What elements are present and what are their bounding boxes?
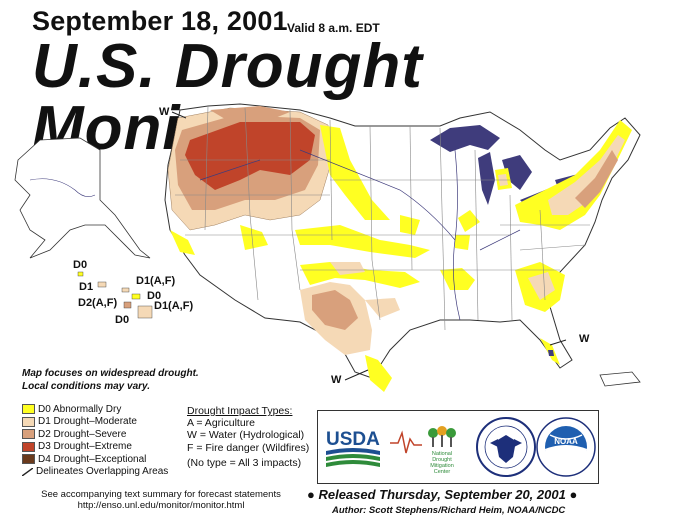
impact-type-a: A = Agriculture: [187, 417, 255, 430]
hawaii-islands: [77, 271, 153, 319]
accompany-url: http://enso.unl.edu/monitor/monitor.html: [77, 500, 245, 511]
hawaii-label-d0-bottom: D0: [115, 314, 130, 326]
accompany-line-1: See accompanying text summary for foreca…: [41, 489, 281, 500]
drought-legend: D0 Abnormally Dry D1 Drought–Moderate D2…: [22, 403, 168, 478]
legend-swatch-d4: [22, 454, 35, 465]
legend-swatch-d3: [22, 441, 35, 452]
legend-label-d2: D2 Drought–Severe: [38, 428, 127, 440]
impact-label-w-southwest: W: [331, 374, 342, 386]
hawaii-label-d1: D1: [79, 281, 94, 293]
ndmc-logo: National Drought Mitigation Center: [390, 426, 456, 475]
legend-label-d0: D0 Abnormally Dry: [38, 403, 122, 415]
impact-type-f: F = Fire danger (Wildfires): [187, 441, 310, 454]
drought-d3-west: [185, 122, 315, 190]
release-statement: ● Released Thursday, September 20, 2001 …: [307, 487, 577, 502]
legend-swatch-d0: [22, 404, 35, 415]
usda-logo: USDA: [326, 429, 380, 467]
ndmc-logo-text-3: Mitigation: [430, 463, 454, 469]
legend-item-d3: D3 Drought–Extreme: [22, 441, 168, 454]
drought-d2-northeast: [575, 150, 618, 208]
hawaii-label-d1af: D1(A,F): [136, 275, 176, 287]
note-line-2: Local conditions may vary.: [22, 381, 151, 392]
logos-graphic: USDA National Drought Mitigation Center: [326, 417, 596, 477]
accompany-note: See accompanying text summary for foreca…: [26, 489, 296, 511]
legend-label-overlap: Delineates Overlapping Areas: [36, 466, 169, 478]
note-line-1: Map focuses on widespread drought.: [22, 368, 199, 379]
lake-michigan: [478, 152, 495, 205]
hawaii-label-d2af: D2(A,F): [78, 297, 118, 309]
legend-swatch-d2: [22, 429, 35, 440]
alaska-river: [29, 178, 96, 197]
legend-label-d4: D4 Drought–Exceptional: [38, 453, 147, 465]
drought-d0-great-lakes: [458, 210, 480, 232]
drought-d1-oklahoma: [330, 262, 365, 275]
noaa-logo-text: NOAA: [554, 437, 578, 446]
drought-d0-mississippi: [440, 268, 475, 290]
overlap-line-icon: [22, 467, 33, 476]
legend-label-d1: D1 Drought–Moderate: [38, 416, 137, 428]
drought-d2-southwest: [312, 290, 358, 330]
ndmc-logo-text-4: Center: [434, 469, 451, 475]
impact-type-none: (No type = All 3 impacts): [187, 456, 302, 469]
usda-logo-text: USDA: [326, 429, 380, 450]
lake-superior: [430, 125, 500, 152]
drought-d0-texas-coast: [365, 355, 392, 392]
drought-d0-southwest: [240, 225, 268, 250]
drought-d1-northeast: [548, 135, 625, 215]
valid-time: Valid 8 a.m. EDT: [287, 21, 380, 35]
alaska-shape: [14, 137, 151, 259]
legend-item-d4: D4 Drought–Exceptional: [22, 453, 168, 466]
legend-item-d1: D1 Drought–Moderate: [22, 416, 168, 429]
legend-item-d0: D0 Abnormally Dry: [22, 403, 168, 416]
author-credit: Author: Scott Stephens/Richard Heim, NOA…: [332, 505, 566, 516]
impact-label-w-southeast: W: [579, 333, 590, 345]
bullet-icon: ●: [307, 487, 319, 502]
drought-d0-kansas: [400, 215, 420, 235]
hawaii-label-d0-top: D0: [73, 259, 88, 271]
drought-d0-west-coast: [170, 230, 195, 255]
lake-okeechobee: [548, 350, 554, 356]
bullet-icon: ●: [565, 487, 578, 502]
impact-types-title: Drought Impact Types:: [187, 405, 293, 417]
drought-d1-south-central: [365, 298, 400, 318]
drought-d0-central: [295, 225, 430, 258]
overlap-lines: [171, 111, 567, 381]
state-lines: [175, 105, 590, 331]
legend-item-d2: D2 Drought–Severe: [22, 428, 168, 441]
drought-d1-southeast: [528, 272, 555, 300]
puerto-rico-shape: [599, 371, 641, 387]
hawaii-label-d0-mid: D0: [147, 290, 162, 302]
agency-logos: USDA National Drought Mitigation Center: [317, 410, 599, 484]
drought-d0-midwest-2: [455, 235, 470, 250]
impact-label-w-northwest: W: [159, 106, 170, 118]
hawaii-label-d1af-2: D1(A,F): [154, 300, 194, 312]
noaa-logo: NOAA: [536, 417, 596, 477]
drought-d1-northwest: [210, 106, 290, 122]
drought-d0-northern-plains: [320, 125, 390, 220]
drought-d0-northeast: [515, 120, 632, 230]
impact-types: Drought Impact Types: A = Agriculture W …: [187, 405, 309, 469]
legend-label-d3: D3 Drought–Extreme: [38, 441, 132, 453]
drought-d0-texas-band: [300, 262, 420, 288]
map-note: Map focuses on widespread drought. Local…: [22, 367, 199, 393]
map-date: September 18, 2001: [32, 6, 288, 36]
legend-swatch-d1: [22, 416, 35, 427]
commerce-seal-logo: [476, 417, 536, 477]
impact-type-w: W = Water (Hydrological): [187, 429, 305, 442]
legend-item-overlap: Delineates Overlapping Areas: [22, 466, 168, 479]
ndmc-logo-text-2: Drought: [432, 457, 452, 463]
release-text: Released Thursday, September 20, 2001: [318, 487, 566, 502]
ndmc-logo-text-1: National: [432, 451, 452, 457]
rivers: [199, 149, 521, 321]
